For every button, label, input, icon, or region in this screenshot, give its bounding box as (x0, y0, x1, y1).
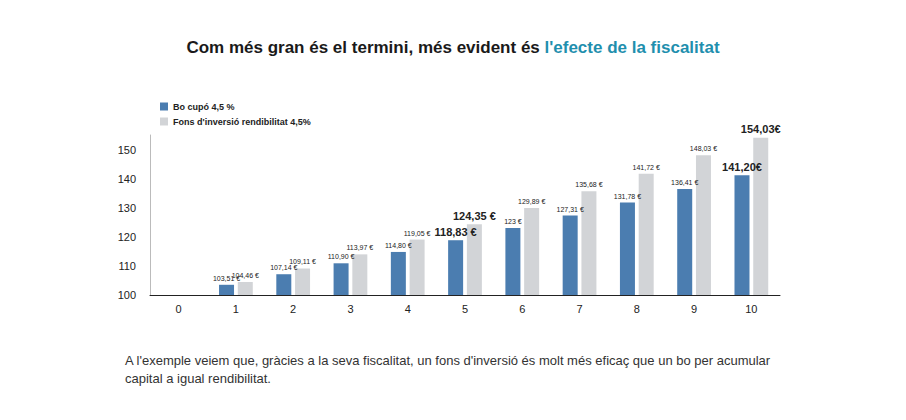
svg-text:0: 0 (176, 303, 182, 315)
svg-text:6: 6 (519, 303, 525, 315)
svg-text:136,41 €: 136,41 € (671, 179, 698, 186)
svg-text:10: 10 (745, 303, 757, 315)
svg-text:120: 120 (118, 231, 136, 243)
svg-text:109,11 €: 109,11 € (289, 258, 316, 265)
svg-text:110: 110 (118, 260, 136, 272)
svg-text:141,72 €: 141,72 € (633, 164, 660, 171)
svg-text:Fons d'inversió rendibilitat 4: Fons d'inversió rendibilitat 4,5% (173, 117, 311, 127)
svg-text:110,90 €: 110,90 € (328, 253, 355, 260)
svg-text:4: 4 (405, 303, 411, 315)
svg-text:Bo cupó 4,5 %: Bo cupó 4,5 % (173, 102, 235, 112)
svg-text:7: 7 (576, 303, 582, 315)
svg-text:130: 130 (118, 202, 136, 214)
svg-text:100: 100 (118, 289, 136, 301)
svg-text:123 €: 123 € (504, 218, 522, 225)
svg-text:113,97 €: 113,97 € (346, 244, 373, 251)
svg-text:140: 140 (118, 173, 136, 185)
svg-text:129,89 €: 129,89 € (518, 198, 545, 205)
svg-text:154,03€: 154,03€ (741, 123, 781, 135)
svg-text:8: 8 (634, 303, 640, 315)
svg-text:104,46 €: 104,46 € (232, 272, 259, 279)
svg-text:capital a igual rendibilitat.: capital a igual rendibilitat. (125, 371, 271, 386)
svg-text:131,78 €: 131,78 € (614, 193, 641, 200)
svg-text:l'efecte de la fiscalitat: l'efecte de la fiscalitat (545, 38, 720, 57)
svg-text:118,83 €: 118,83 € (435, 226, 477, 238)
svg-text:2: 2 (290, 303, 296, 315)
svg-text:1: 1 (233, 303, 239, 315)
svg-text:148,03 €: 148,03 € (690, 145, 717, 152)
svg-text:3: 3 (347, 303, 353, 315)
svg-text:135,68 €: 135,68 € (575, 181, 602, 188)
svg-text:141,20€: 141,20€ (722, 161, 762, 173)
svg-text:114,80 €: 114,80 € (385, 242, 412, 249)
svg-text:5: 5 (462, 303, 468, 315)
svg-text:127,31 €: 127,31 € (557, 206, 584, 213)
svg-text:150: 150 (118, 144, 136, 156)
svg-text:107,14 €: 107,14 € (270, 264, 298, 272)
svg-text:Com més gran és el termini, mé: Com més gran és el termini, més evident … (186, 38, 544, 57)
svg-text:119,05 €: 119,05 € (404, 230, 431, 237)
svg-text:A l'exemple veiem que, gràcies: A l'exemple veiem que, gràcies a la seva… (125, 353, 774, 368)
svg-text:103,51 €: 103,51 € (212, 274, 241, 282)
svg-text:9: 9 (691, 303, 697, 315)
svg-text:124,35 €: 124,35 € (453, 210, 496, 222)
